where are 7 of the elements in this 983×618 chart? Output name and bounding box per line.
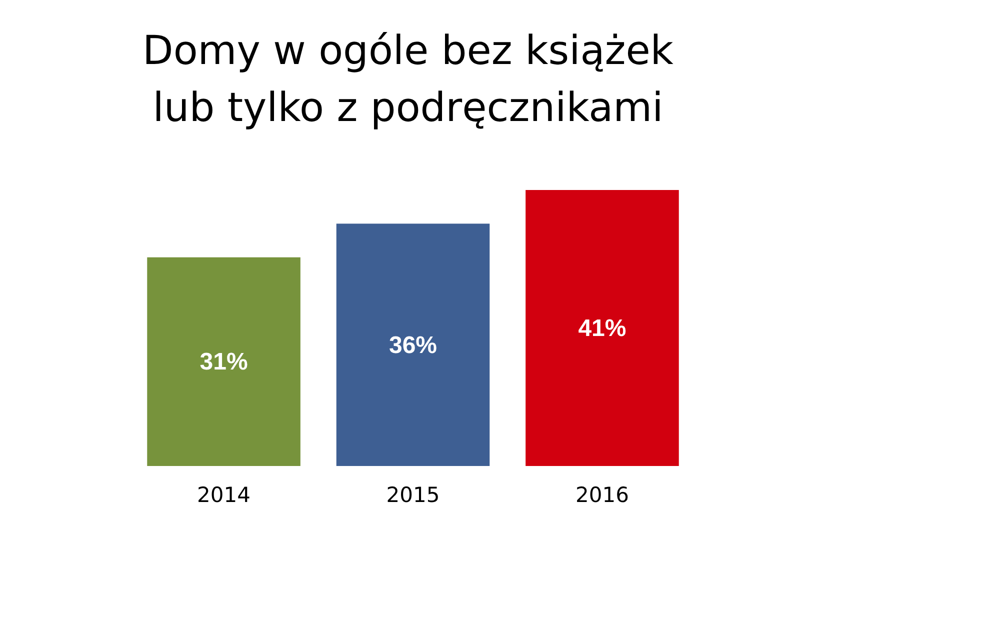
data-label: 41% <box>578 315 626 342</box>
chart-title: Domy w ogóle bez książek lub tylko z podręcznikami <box>142 28 674 131</box>
x-tick-label: 2014 <box>197 483 250 507</box>
data-label: 36% <box>388 332 438 359</box>
data-label: 31% <box>200 348 248 376</box>
x-tick-label: 2016 <box>576 483 629 507</box>
x-tick-label: 2015 <box>386 483 440 507</box>
